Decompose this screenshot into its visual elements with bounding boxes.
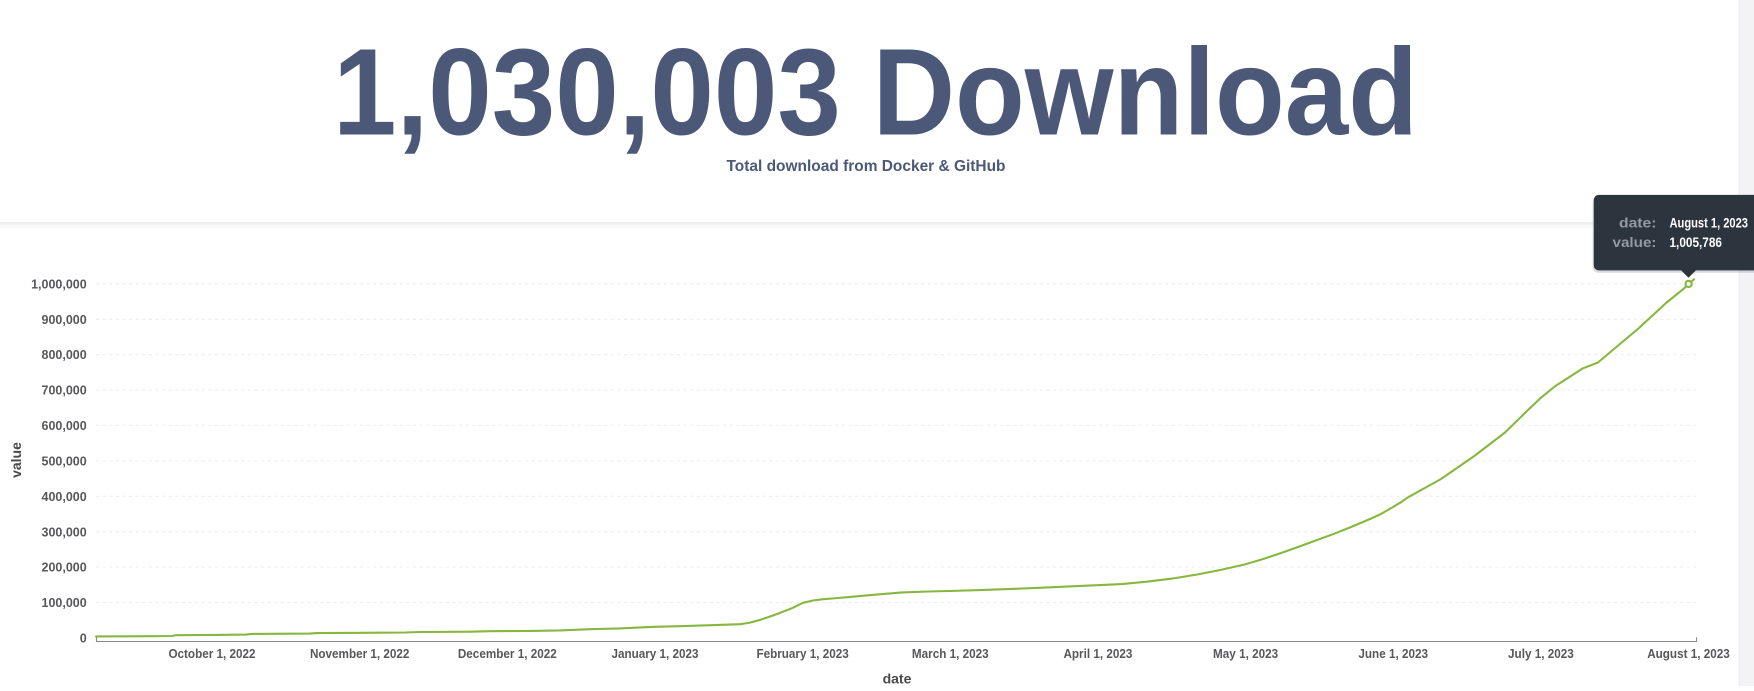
svg-text:1,030,003 Download: 1,030,003 Download — [333, 24, 1418, 162]
svg-text:November 1, 2022: November 1, 2022 — [310, 646, 410, 661]
svg-text:value: value — [8, 442, 24, 478]
svg-text:August 1, 2023: August 1, 2023 — [1670, 215, 1749, 231]
svg-text:June 1, 2023: June 1, 2023 — [1358, 646, 1428, 661]
svg-text:April 1, 2023: April 1, 2023 — [1063, 646, 1132, 661]
svg-text:500,000: 500,000 — [42, 455, 87, 469]
svg-text:July 1, 2023: July 1, 2023 — [1508, 646, 1574, 661]
svg-text:March 1, 2023: March 1, 2023 — [912, 646, 989, 661]
svg-text:800,000: 800,000 — [42, 348, 87, 362]
svg-text:August 1, 2023: August 1, 2023 — [1647, 646, 1730, 661]
svg-text:0: 0 — [80, 632, 87, 646]
svg-text:Total download from Docker & G: Total download from Docker & GitHub — [727, 158, 1006, 175]
svg-text:date:: date: — [1619, 216, 1657, 231]
svg-text:January 1, 2023: January 1, 2023 — [611, 646, 698, 661]
svg-text:1,005,786: 1,005,786 — [1670, 234, 1723, 250]
svg-text:200,000: 200,000 — [42, 561, 87, 575]
svg-text:300,000: 300,000 — [42, 525, 87, 539]
svg-text:600,000: 600,000 — [42, 419, 87, 433]
svg-text:400,000: 400,000 — [42, 490, 87, 504]
svg-text:900,000: 900,000 — [42, 313, 87, 327]
svg-text:1,000,000: 1,000,000 — [31, 277, 87, 291]
svg-text:February 1, 2023: February 1, 2023 — [756, 646, 848, 661]
svg-text:December 1, 2022: December 1, 2022 — [458, 646, 557, 661]
svg-text:value:: value: — [1613, 235, 1657, 250]
svg-text:October 1, 2022: October 1, 2022 — [168, 646, 255, 661]
svg-text:700,000: 700,000 — [42, 384, 87, 398]
svg-text:100,000: 100,000 — [42, 596, 87, 610]
svg-text:date: date — [883, 671, 912, 687]
svg-text:May 1, 2023: May 1, 2023 — [1213, 646, 1278, 661]
